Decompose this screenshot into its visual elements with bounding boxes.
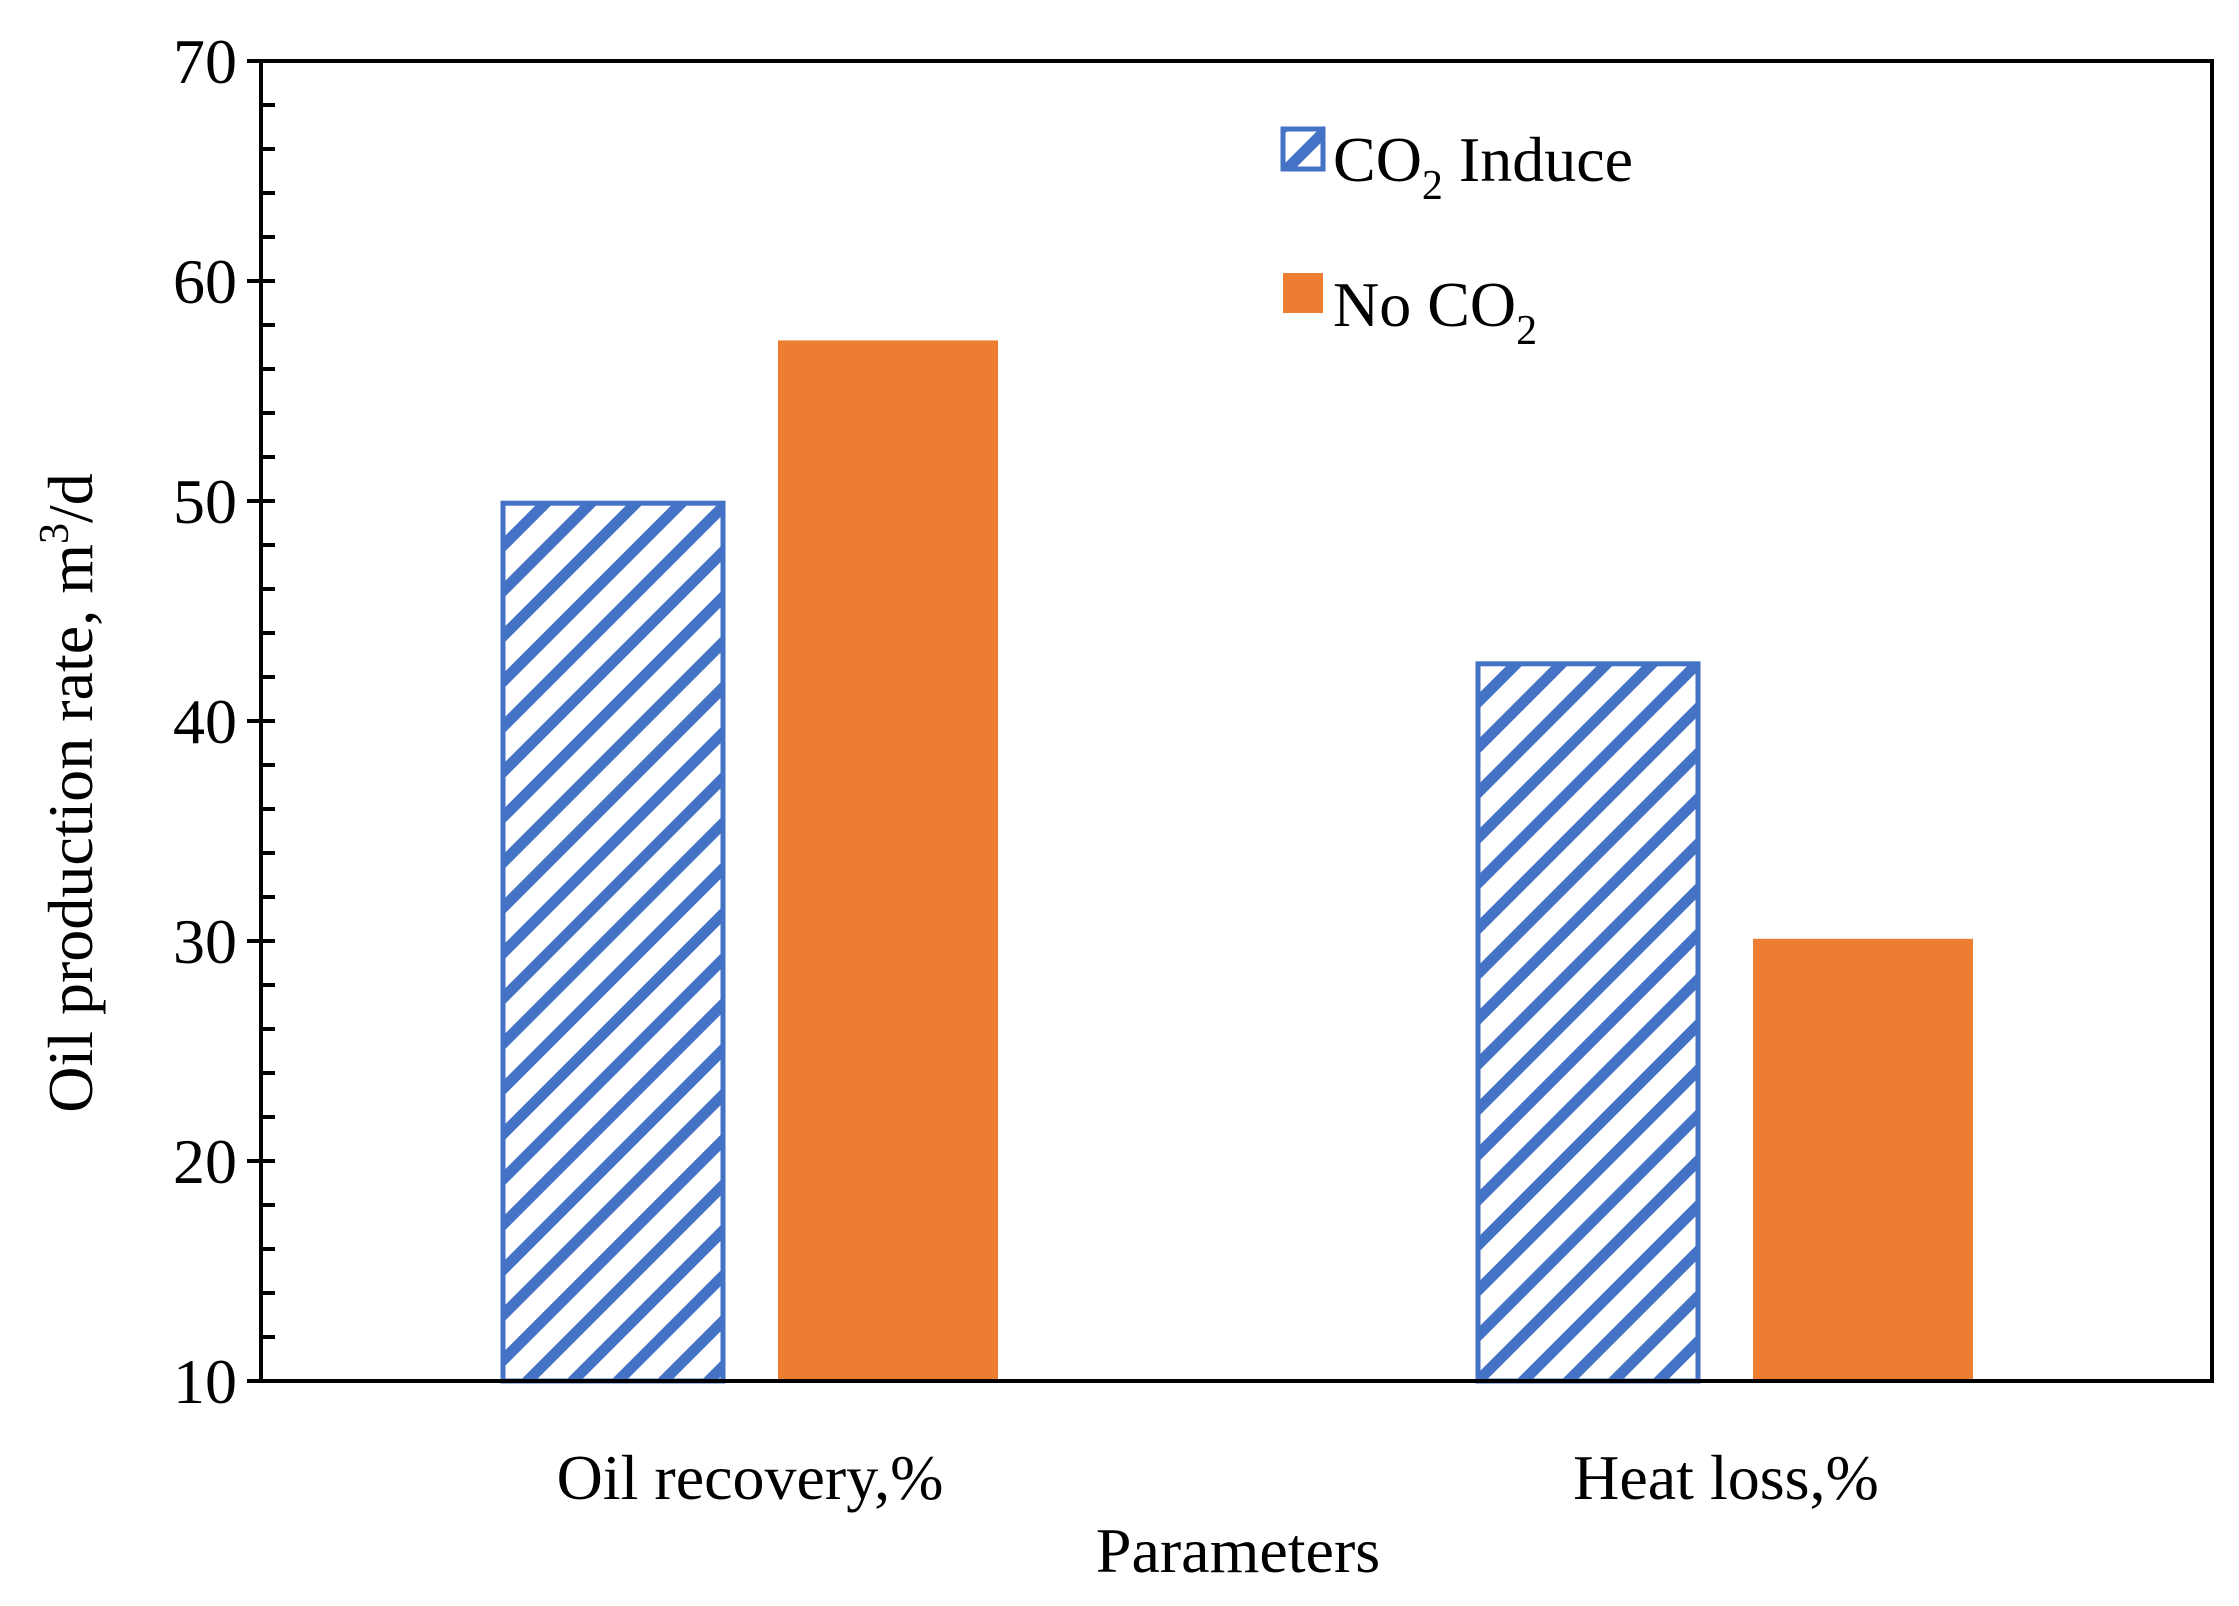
y-tick-label: 50: [173, 466, 237, 537]
legend-swatch-no-co2: [1283, 273, 1323, 313]
bar-no-co2-1: [1753, 938, 1973, 1381]
x-category-label: Oil recovery,%: [557, 1442, 944, 1513]
y-axis: 10 20 30 40 50 60 70: [173, 26, 275, 1417]
legend: CO2 Induce No CO2: [1280, 124, 1633, 354]
bar-no-co2-0: [778, 340, 998, 1381]
y-tick-label: 30: [173, 906, 237, 977]
legend-swatch-co2-induce: [1280, 126, 1326, 172]
legend-label: No CO2: [1333, 269, 1537, 354]
x-axis-categories: Oil recovery,% Heat loss,%: [557, 1442, 1879, 1513]
bars-group: [500, 340, 1973, 1384]
x-axis-title: Parameters: [1096, 1515, 1380, 1586]
bar-co2-induce-1: [1475, 661, 1701, 1384]
legend-label: CO2 Induce: [1333, 124, 1633, 209]
bar-co2-induce-0: [500, 500, 726, 1384]
y-tick-label: 40: [173, 686, 237, 757]
y-tick-label: 10: [173, 1346, 237, 1417]
y-tick-label: 70: [173, 26, 237, 97]
y-tick-label: 60: [173, 246, 237, 317]
y-axis-title: Oil production rate, m3/d: [32, 473, 106, 1113]
y-tick-label: 20: [173, 1126, 237, 1197]
x-category-label: Heat loss,%: [1573, 1442, 1879, 1513]
